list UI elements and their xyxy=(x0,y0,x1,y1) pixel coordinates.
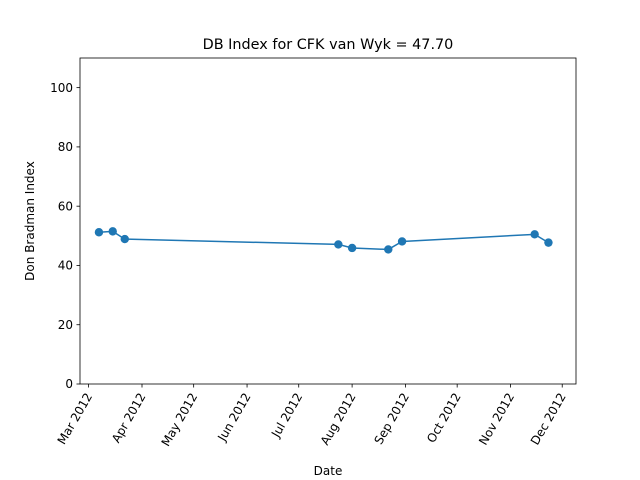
data-point xyxy=(384,245,393,254)
plot-frame xyxy=(79,57,577,385)
data-point xyxy=(94,228,104,237)
y-tick-label: 80 xyxy=(58,140,73,154)
y-axis-label: Don Bradman Index xyxy=(23,161,37,281)
y-tick-label: 40 xyxy=(58,259,73,273)
series-layer xyxy=(94,227,553,254)
y-tick-label: 0 xyxy=(65,377,73,391)
chart-title: DB Index for CFK van Wyk = 47.70 xyxy=(203,37,454,53)
y-tick-label: 100 xyxy=(50,81,73,95)
y-axis: 0 20 40 60 80 100 xyxy=(50,81,80,391)
y-tick-label: 60 xyxy=(58,199,73,213)
data-point xyxy=(544,238,553,247)
data-point xyxy=(347,243,357,253)
data-point xyxy=(108,227,117,236)
data-point xyxy=(530,230,539,239)
y-tick-label: 20 xyxy=(58,318,73,332)
data-point xyxy=(120,234,129,244)
x-axis-label: Date xyxy=(314,464,343,478)
plot-area xyxy=(79,57,577,385)
data-point xyxy=(397,237,407,246)
data-point xyxy=(334,240,343,249)
